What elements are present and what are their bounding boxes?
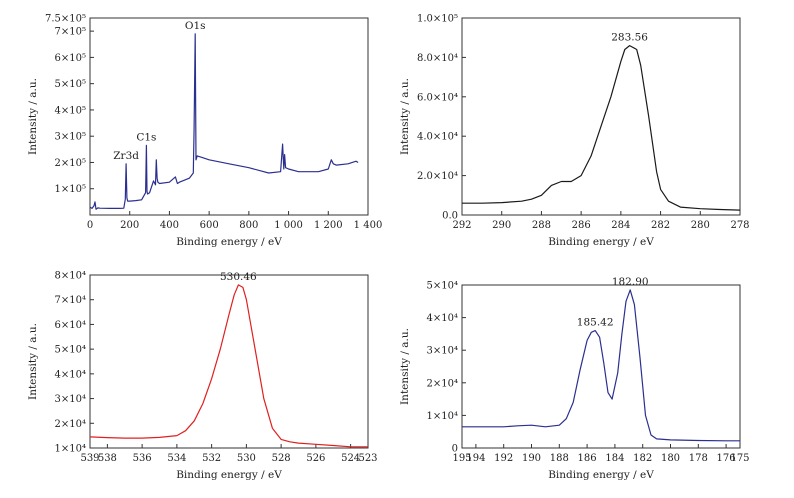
zr3d-plot-frame (461, 284, 741, 449)
survey-y-tick-label: 4×10⁵ (55, 105, 86, 116)
c1s-y-tick-label: 6.0×10⁴ (417, 92, 458, 103)
o1s-y-tick-label: 7×10⁴ (55, 295, 86, 306)
c1s-y-tick-label: 4.0×10⁴ (417, 132, 458, 143)
c1s-x-tick-label: 282 (651, 220, 670, 231)
zr3d-x-tick-label: 192 (494, 453, 513, 464)
c1s-peak-label: 283.56 (611, 32, 648, 44)
zr3d-y-tick-label: 0 (452, 444, 458, 455)
c1s-x-tick-label: 284 (611, 220, 630, 231)
survey-plot-frame (89, 17, 369, 216)
c1s-panel: 292 290 288 286 284 282 280 278 0.0 2.0×10⁴ 4.0×10… (399, 14, 750, 249)
survey-y-tick-label: 2×10⁵ (55, 158, 86, 169)
zr3d-y-tick-label: 2×10⁴ (427, 378, 458, 389)
c1s-x-tick-label: 292 (452, 220, 471, 231)
o1s-y-tick-label: 3×10⁴ (55, 394, 86, 405)
o1s-y-tick-label: 6×10⁴ (55, 320, 86, 331)
o1s-y-tick-label: 1×10⁴ (55, 444, 86, 455)
survey-peak-label: Zr3d (113, 150, 139, 162)
c1s-y-tick-label: 2.0×10⁴ (417, 171, 458, 182)
zr3d-y-tick-label: 5×10⁴ (427, 281, 458, 292)
c1s-x-tick-label: 280 (691, 220, 710, 231)
survey-y-tick-label: 6×10⁵ (55, 53, 86, 64)
survey-peak-label: O1s (185, 20, 206, 32)
survey-y-tick-label: 5×10⁵ (55, 79, 86, 90)
o1s-peak-label: 530.46 (220, 271, 257, 283)
o1s-series-line (89, 284, 368, 448)
survey-x-tick-label: 800 (239, 220, 258, 231)
o1s-x-tick-label: 538 (98, 453, 117, 464)
survey-peak-label: C1s (136, 131, 156, 143)
o1s-x-tick-label: 534 (167, 453, 186, 464)
zr3d-y-tick-label: 4×10⁴ (427, 313, 458, 324)
zr3d-x-tick-label: 182 (633, 453, 652, 464)
o1s-x-tick-label: 532 (202, 453, 221, 464)
c1s-y-tick-label: 8.0×10⁴ (417, 53, 458, 64)
c1s-series-line (462, 44, 741, 211)
o1s-x-axis-label: Binding energy / eV (176, 469, 282, 481)
o1s-x-tick-label: 539 (80, 453, 99, 464)
o1s-y-axis-label: Intensity / a.u. (27, 323, 39, 400)
o1s-y-tick-label: 8×10⁴ (55, 271, 86, 282)
survey-x-axis-label: Binding energy / eV (176, 236, 282, 248)
zr3d-x-tick-label: 184 (605, 453, 624, 464)
c1s-x-tick-label: 286 (572, 220, 591, 231)
survey-x-tick-label: 1 200 (314, 220, 343, 231)
zr3d-y-axis-label: Intensity / a.u. (399, 328, 411, 405)
zr3d-series-line (462, 289, 740, 442)
c1s-x-tick-label: 288 (532, 220, 551, 231)
o1s-x-tick-label: 528 (272, 453, 291, 464)
survey-panel: 0 200 400 600 800 1 000 1 200 1 400 1×10⁵ 2×10⁵ 3×… (27, 14, 382, 249)
c1s-y-axis-label: Intensity / a.u. (399, 78, 411, 155)
o1s-plot-frame (89, 274, 369, 449)
o1s-y-tick-label: 2×10⁴ (55, 419, 86, 430)
o1s-x-tick-label: 526 (306, 453, 325, 464)
survey-y-tick-label: 7×10⁵ (55, 27, 86, 38)
zr3d-x-tick-label: 194 (466, 453, 485, 464)
o1s-x-tick-label: 523 (358, 453, 377, 464)
zr3d-x-tick-label: 190 (522, 453, 541, 464)
zr3d-x-tick-label: 178 (689, 453, 708, 464)
c1s-x-tick-label: 290 (492, 220, 511, 231)
zr3d-x-tick-label: 195 (452, 453, 471, 464)
survey-x-tick-label: 1 400 (354, 220, 383, 231)
survey-y-tick-label: 3×10⁵ (55, 132, 86, 143)
c1s-x-axis-label: Binding energy / eV (548, 236, 654, 248)
survey-x-tick-label: 200 (120, 220, 139, 231)
survey-x-tick-label: 400 (160, 220, 179, 231)
zr3d-x-tick-label: 180 (661, 453, 680, 464)
o1s-y-tick-label: 4×10⁴ (55, 369, 86, 380)
survey-y-tick-label: 1×10⁵ (55, 184, 86, 195)
zr3d-peak-label: 185.42 (577, 317, 614, 329)
survey-y-tick-label: 7.5×10⁵ (45, 14, 86, 25)
zr3d-peak-label: 182.90 (612, 276, 649, 288)
o1s-y-tick-label: 5×10⁴ (55, 345, 86, 356)
survey-x-tick-label: 1 000 (274, 220, 303, 231)
c1s-plot-frame (461, 17, 741, 216)
survey-series-line (89, 33, 359, 210)
zr3d-x-axis-label: Binding energy / eV (548, 469, 654, 481)
c1s-y-tick-label: 1.0×10⁵ (417, 14, 458, 25)
o1s-x-tick-label: 524 (341, 453, 360, 464)
zr3d-y-tick-label: 3×10⁴ (427, 346, 458, 357)
zr3d-x-tick-label: 188 (550, 453, 569, 464)
o1s-x-tick-label: 530 (237, 453, 256, 464)
zr3d-x-tick-label: 186 (578, 453, 597, 464)
o1s-x-tick-label: 536 (133, 453, 152, 464)
c1s-y-tick-label: 0.0 (442, 211, 458, 222)
zr3d-x-tick-label: 175 (730, 453, 749, 464)
survey-x-tick-label: 0 (87, 220, 93, 231)
c1s-x-tick-label: 278 (730, 220, 749, 231)
survey-x-tick-label: 600 (200, 220, 219, 231)
zr3d-x-tick-label: 176 (717, 453, 736, 464)
zr3d-y-tick-label: 1×10⁴ (427, 411, 458, 422)
survey-y-axis-label: Intensity / a.u. (27, 78, 39, 155)
